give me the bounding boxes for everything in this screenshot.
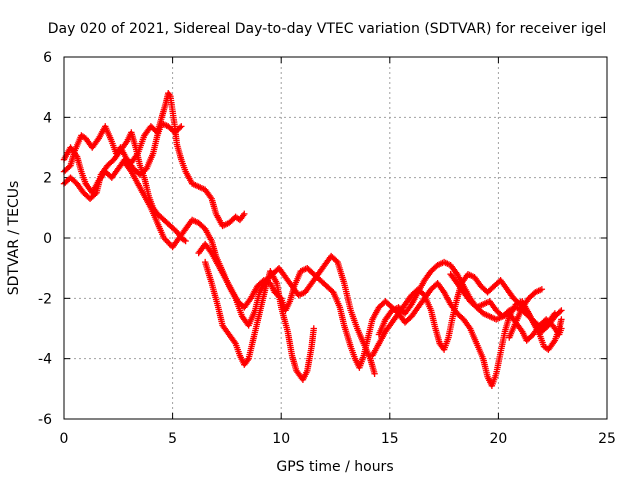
data-point (551, 310, 559, 317)
x-tick-label: 15 (381, 431, 399, 447)
data-point (178, 123, 185, 130)
series-arc-8 (375, 258, 559, 338)
data-point (163, 237, 171, 245)
data-point (558, 316, 565, 323)
x-tick-label: 10 (272, 431, 290, 447)
x-tick-labels: 0 5 10 15 20 25 (60, 431, 616, 447)
data-point (558, 307, 565, 314)
y-tick-labels: -6 -4 -2 0 2 4 6 (38, 50, 52, 428)
series-arc-2 (60, 129, 189, 245)
y-tick-label: 2 (43, 171, 52, 187)
y-tick-label: -4 (38, 352, 52, 368)
x-axis-label: GPS time / hours (276, 459, 393, 475)
data-point (276, 293, 284, 301)
y-tick-label: 0 (43, 231, 52, 247)
data-point (180, 236, 188, 244)
chart-title: Day 020 of 2021, Sidereal Day-to-day VTE… (48, 21, 607, 37)
series-arc-5 (201, 258, 317, 383)
y-tick-label: 6 (43, 50, 52, 66)
x-tick-label: 5 (168, 431, 177, 447)
y-tick-label: 4 (43, 110, 52, 126)
data-points (60, 90, 565, 390)
x-tick-label: 20 (489, 431, 507, 447)
data-point (165, 239, 172, 246)
data-point (556, 308, 564, 315)
y-tick-label: -6 (38, 412, 52, 428)
series-arc-10 (506, 286, 546, 341)
data-point (558, 325, 565, 332)
grid-lines (64, 57, 607, 419)
x-tick-label: 0 (60, 431, 69, 447)
y-axis-label: SDTVAR / TECUs (6, 181, 22, 296)
data-point (371, 370, 378, 377)
data-point (538, 286, 546, 293)
series-arc-7 (369, 271, 565, 359)
series-arc-9 (447, 271, 565, 344)
data-point (176, 124, 184, 131)
x-tick-label: 25 (598, 431, 616, 447)
data-point (310, 325, 317, 332)
y-tick-label: -2 (38, 291, 52, 307)
plot-frame (63, 56, 608, 420)
data-point (182, 237, 189, 245)
series-arc-3 (60, 90, 248, 230)
data-point (241, 210, 248, 218)
